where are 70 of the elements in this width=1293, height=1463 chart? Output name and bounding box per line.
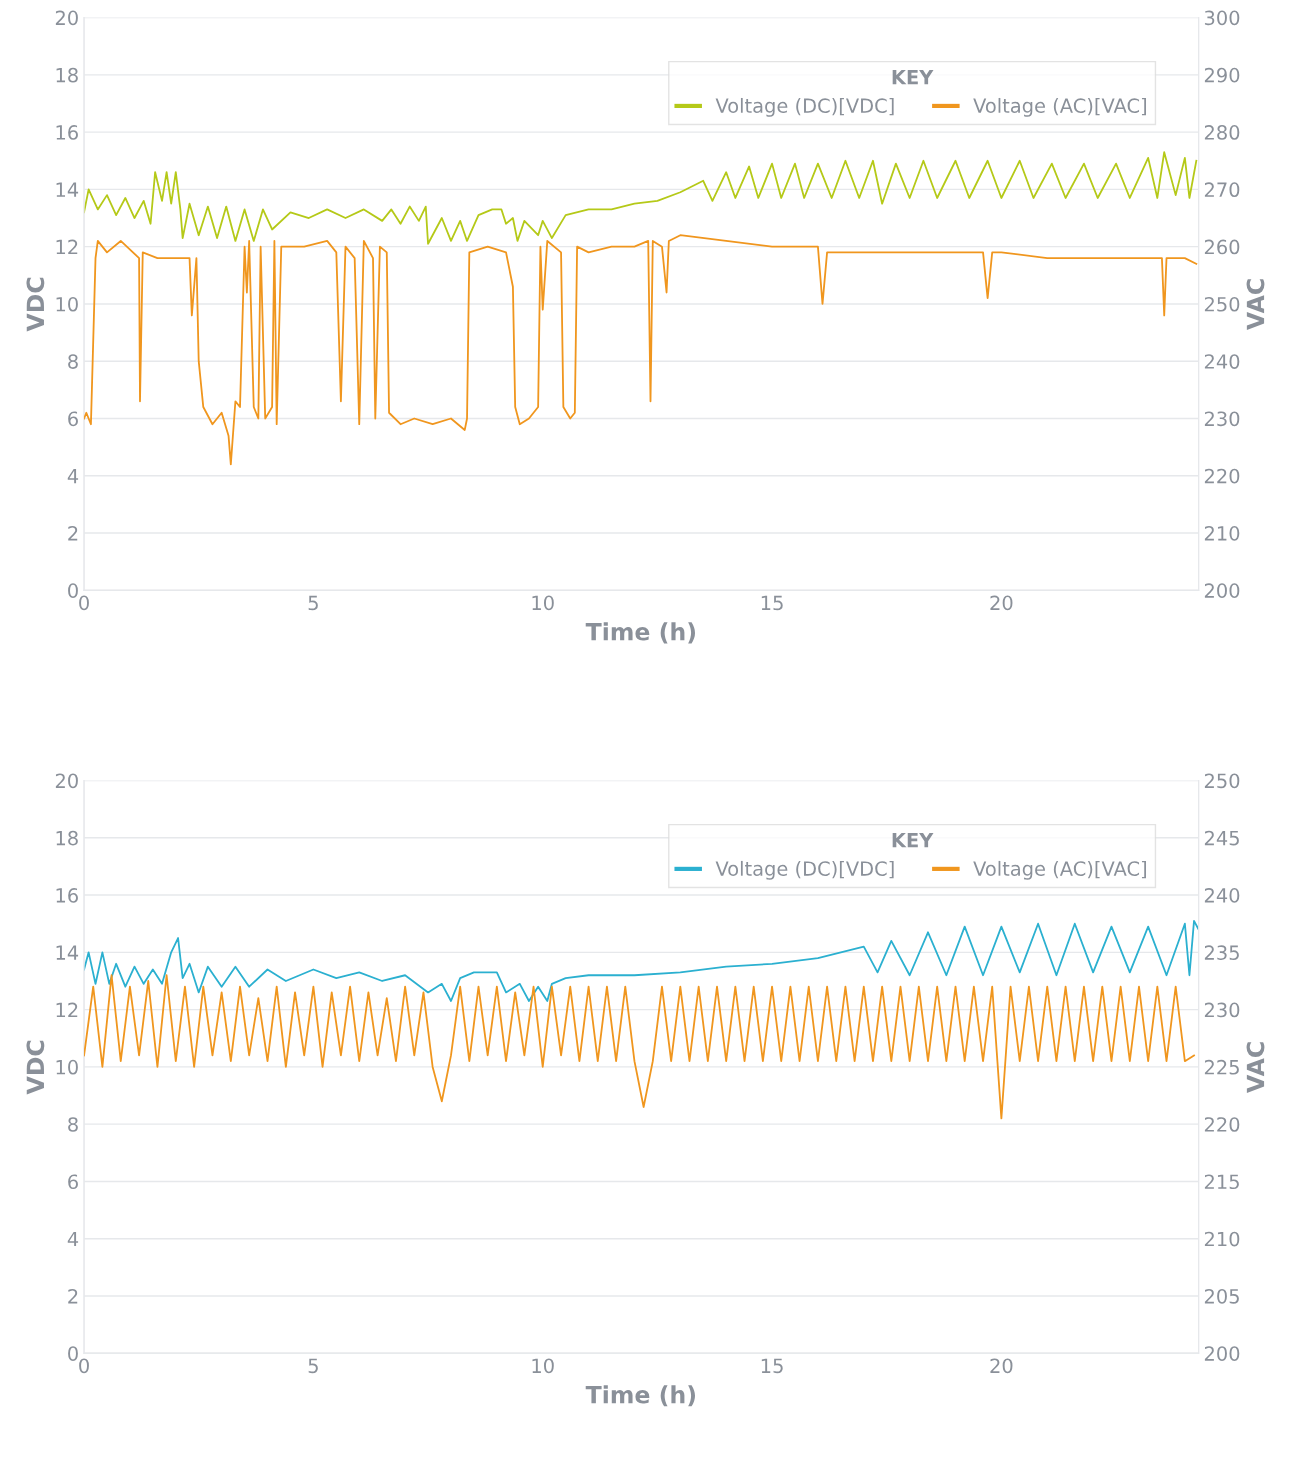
legend-title: KEY xyxy=(892,70,934,85)
y-tick-label: 2 xyxy=(68,526,78,541)
y-axis-title: VDC xyxy=(26,277,45,332)
y2-axis-title: VAC xyxy=(1246,279,1265,330)
y2-tick-label: 220 xyxy=(1204,468,1240,484)
y2-tick-label: 235 xyxy=(1204,945,1239,960)
legend-label: Voltage (DC)[VDC] xyxy=(715,860,894,880)
y-tick-label: 10 xyxy=(56,1059,78,1075)
y-tick-label: 6 xyxy=(68,1174,78,1190)
line-series xyxy=(84,919,1199,1002)
legend-label: Voltage (AC)[VAC] xyxy=(973,97,1146,117)
y2-tick-label: 225 xyxy=(1204,1059,1239,1075)
y-tick-label: 12 xyxy=(56,1002,78,1017)
y2-tick-label: 230 xyxy=(1204,1002,1240,1018)
x-tick-label: 10 xyxy=(532,1358,554,1374)
y2-tick-label: 205 xyxy=(1204,1288,1239,1304)
y-tick-label: 10 xyxy=(56,296,78,312)
y2-tick-label: 200 xyxy=(1204,1346,1240,1361)
y-tick-label: 0 xyxy=(68,583,78,598)
y2-tick-label: 215 xyxy=(1204,1174,1239,1190)
y-tick-label: 6 xyxy=(68,411,78,427)
y-tick-label: 14 xyxy=(56,945,79,960)
y2-tick-label: 250 xyxy=(1204,773,1240,789)
y2-tick-label: 270 xyxy=(1204,182,1240,198)
y2-tick-label: 210 xyxy=(1204,1231,1240,1247)
x-tick-label: 20 xyxy=(990,595,1013,611)
y2-tick-label: 210 xyxy=(1204,526,1240,541)
y2-tick-label: 300 xyxy=(1204,10,1240,26)
y-tick-label: 0 xyxy=(68,1346,78,1361)
y-tick-label: 8 xyxy=(68,354,78,369)
x-axis-title: Time (h) xyxy=(585,622,696,644)
line-series xyxy=(84,151,1198,245)
x-tick-label: 20 xyxy=(990,1358,1013,1374)
y-tick-label: 16 xyxy=(56,125,78,140)
y-tick-label: 20 xyxy=(55,773,78,789)
y-axis-title: VDC xyxy=(26,1040,45,1095)
x-axis-title: Time (h) xyxy=(585,1385,696,1407)
y-tick-label: 4 xyxy=(67,468,79,484)
x-tick-label: 5 xyxy=(308,595,318,611)
y-tick-label: 14 xyxy=(56,182,79,197)
x-tick-label: 15 xyxy=(761,1358,783,1374)
y2-tick-label: 245 xyxy=(1204,830,1239,846)
y2-tick-label: 230 xyxy=(1204,411,1240,427)
legend-label: Voltage (AC)[VAC] xyxy=(973,860,1146,880)
x-tick-label: 10 xyxy=(532,595,554,611)
x-tick-label: 15 xyxy=(761,595,783,611)
y-tick-label: 4 xyxy=(67,1231,79,1247)
y2-tick-label: 290 xyxy=(1204,67,1240,83)
x-tick-label: 0 xyxy=(79,595,89,611)
y2-tick-label: 250 xyxy=(1204,296,1240,312)
y2-tick-label: 260 xyxy=(1204,239,1240,255)
y-tick-label: 12 xyxy=(56,239,78,255)
legend-title: KEY xyxy=(892,832,934,848)
line-series xyxy=(84,974,1195,1120)
y2-tick-label: 200 xyxy=(1204,583,1240,598)
y2-tick-label: 240 xyxy=(1204,888,1240,903)
y-tick-label: 2 xyxy=(68,1288,78,1304)
y-tick-label: 8 xyxy=(68,1117,78,1132)
y-tick-label: 18 xyxy=(56,830,78,846)
x-tick-label: 5 xyxy=(308,1358,318,1374)
x-tick-label: 0 xyxy=(79,1358,89,1374)
y2-tick-label: 220 xyxy=(1204,1117,1240,1132)
line-series xyxy=(84,234,1198,466)
y2-axis-title: VAC xyxy=(1246,1042,1265,1093)
y-tick-label: 16 xyxy=(56,888,78,903)
y2-tick-label: 240 xyxy=(1204,354,1240,369)
y-tick-label: 20 xyxy=(55,10,78,26)
legend-label: Voltage (DC)[VDC] xyxy=(715,97,894,117)
y2-tick-label: 280 xyxy=(1204,125,1240,140)
y-tick-label: 18 xyxy=(56,67,78,83)
